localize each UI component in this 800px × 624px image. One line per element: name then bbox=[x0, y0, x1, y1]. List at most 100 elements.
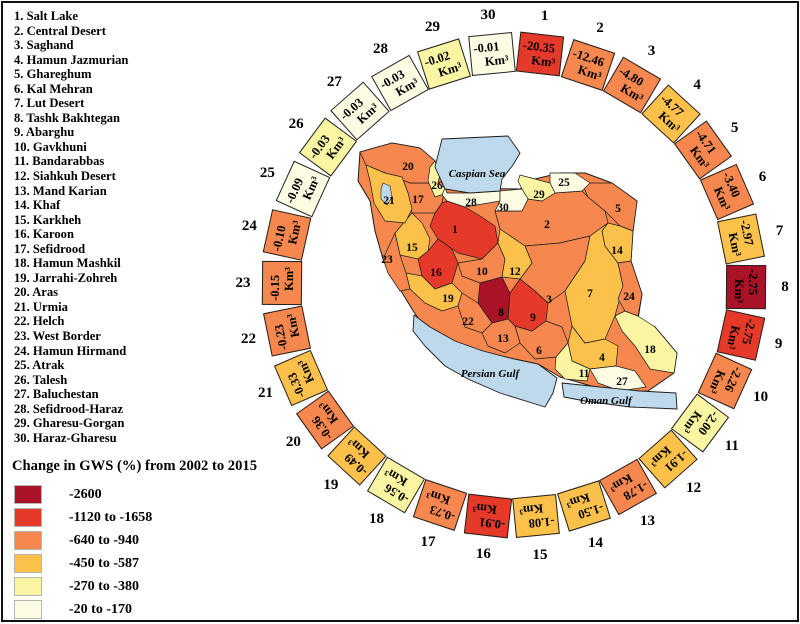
ring-number: 19 bbox=[323, 476, 339, 493]
ring-number: 6 bbox=[758, 168, 767, 185]
basin-name: Jarrahi-Zohreh bbox=[32, 270, 118, 285]
map-region-number: 1 bbox=[452, 224, 458, 236]
basin-number: 8. bbox=[14, 110, 27, 125]
basin-number: 29. bbox=[14, 416, 33, 431]
map-region-number: 21 bbox=[383, 195, 395, 207]
ring-value-box: -2.75 Km³ bbox=[716, 309, 765, 362]
basin-name: Khaf bbox=[32, 198, 61, 213]
map-region-number: 14 bbox=[611, 245, 623, 257]
basin-list-item: 5. Ghareghum bbox=[14, 67, 128, 82]
ring-value-box: -1.08 Km³ bbox=[512, 493, 561, 538]
basin-number: 2. bbox=[14, 23, 27, 38]
ring-number: 18 bbox=[368, 510, 384, 527]
map-region-number: 27 bbox=[616, 376, 628, 388]
basin-name: West Border bbox=[32, 329, 101, 344]
basin-name: Haraz-Gharesu bbox=[32, 430, 117, 445]
map-region-number: 13 bbox=[497, 333, 509, 345]
basin-list-item: 12. Siahkuh Desert bbox=[14, 169, 128, 184]
map-region-number: 2 bbox=[544, 219, 550, 231]
basin-number: 21. bbox=[14, 299, 33, 314]
ring-number: 9 bbox=[774, 335, 783, 352]
ring-number: 29 bbox=[425, 18, 440, 35]
basin-number: 6. bbox=[14, 81, 27, 96]
ring-number: 10 bbox=[753, 389, 769, 406]
map-region-number: 23 bbox=[381, 254, 393, 266]
basin-number: 30. bbox=[14, 430, 33, 445]
basin-number: 14. bbox=[14, 198, 33, 213]
basin-list-item: 18. Hamun Mashkil bbox=[14, 256, 128, 271]
basin-name: Lut Desert bbox=[26, 96, 85, 111]
basin-number: 20. bbox=[14, 285, 33, 300]
map-region-number: 10 bbox=[476, 266, 488, 278]
basin-number: 7. bbox=[14, 96, 27, 111]
basin-list-item: 30. Haraz-Gharesu bbox=[14, 431, 128, 446]
map-region bbox=[494, 188, 529, 212]
basin-list-item: 16. Karoon bbox=[14, 227, 128, 242]
map-region bbox=[394, 212, 431, 260]
basin-list-item: 20. Aras bbox=[14, 285, 128, 300]
basin-name: Talesh bbox=[32, 372, 68, 387]
legend-row: -1120 to -1658 bbox=[12, 506, 257, 529]
legend: Change in GWS (%) from 2002 to 2015 -260… bbox=[12, 458, 257, 621]
ring-number: 28 bbox=[373, 41, 389, 58]
map-region-number: 24 bbox=[623, 291, 635, 303]
basin-list-item: 9. Abarghu bbox=[14, 125, 128, 140]
basin-name: Bandarabbas bbox=[32, 154, 105, 169]
ring-number: 22 bbox=[240, 331, 256, 348]
basin-list-item: 1. Salt Lake bbox=[14, 9, 128, 24]
basin-list-item: 2. Central Desert bbox=[14, 24, 128, 39]
basin-list-item: 26. Talesh bbox=[14, 373, 128, 388]
ring-value-box: -0.01 Km³ bbox=[467, 32, 516, 77]
basin-number: 28. bbox=[14, 401, 33, 416]
map-region bbox=[517, 174, 556, 202]
basin-name: Mand Karian bbox=[32, 183, 107, 198]
basin-name: Karoon bbox=[32, 227, 74, 242]
ring-value-box: -2.75 Km³ bbox=[725, 264, 767, 310]
ring-number: 7 bbox=[775, 222, 784, 239]
basin-number: 11. bbox=[14, 154, 33, 169]
basin-list-item: 6. Kal Mehran bbox=[14, 82, 128, 97]
ring-number: 21 bbox=[257, 385, 273, 402]
ring-number: 3 bbox=[647, 43, 656, 60]
basin-number: 5. bbox=[14, 67, 27, 82]
ring-value: -0.15 bbox=[267, 274, 283, 301]
basin-number: 26. bbox=[14, 372, 33, 387]
basin-list-item: 11. Bandarabbas bbox=[14, 154, 128, 169]
basin-number: 4. bbox=[14, 52, 27, 67]
basin-number: 13. bbox=[14, 183, 33, 198]
ring-number: 23 bbox=[235, 274, 251, 291]
ring-number: 11 bbox=[724, 438, 739, 455]
basin-number: 25. bbox=[14, 358, 33, 373]
map-region-number: 18 bbox=[644, 344, 656, 356]
legend-row: -270 to -380 bbox=[12, 575, 257, 598]
basin-list-item: 4. Hamun Jazmurian bbox=[14, 53, 128, 68]
map-region-number: 28 bbox=[465, 197, 477, 209]
basin-number: 10. bbox=[14, 139, 33, 154]
map-region-number: 6 bbox=[536, 345, 542, 357]
map-region-number: 19 bbox=[442, 293, 454, 305]
basin-list-item: 7. Lut Desert bbox=[14, 96, 128, 111]
ring-number: 1 bbox=[540, 7, 549, 24]
ring-number: 16 bbox=[475, 546, 491, 563]
basin-number: 17. bbox=[14, 241, 33, 256]
sea-oman-gulf bbox=[561, 382, 678, 410]
basin-list-item: 22. Helch bbox=[14, 314, 128, 329]
basin-list-item: 29. Gharesu-Gorgan bbox=[14, 416, 128, 431]
legend-swatch bbox=[14, 485, 42, 504]
legend-row: -20 to -170 bbox=[12, 598, 257, 621]
legend-label: -450 to -587 bbox=[69, 555, 139, 571]
ring-value-box: -0.91 Km³ bbox=[463, 493, 512, 538]
map-region bbox=[617, 260, 643, 317]
ring-value-box: -0.23 Km³ bbox=[262, 305, 311, 357]
basin-list-item: 27. Baluchestan bbox=[14, 387, 128, 402]
legend-title: Change in GWS (%) from 2002 to 2015 bbox=[12, 458, 257, 474]
ring-number: 12 bbox=[686, 479, 702, 496]
map-region bbox=[554, 342, 591, 382]
map-region-number: 30 bbox=[497, 202, 509, 214]
map-region-number: 26 bbox=[431, 180, 443, 192]
map-region bbox=[382, 232, 411, 292]
basin-number: 23. bbox=[14, 329, 33, 344]
basin-list-item: 24. Hamun Hirmand bbox=[14, 344, 128, 359]
ring-number: 4 bbox=[693, 77, 701, 94]
